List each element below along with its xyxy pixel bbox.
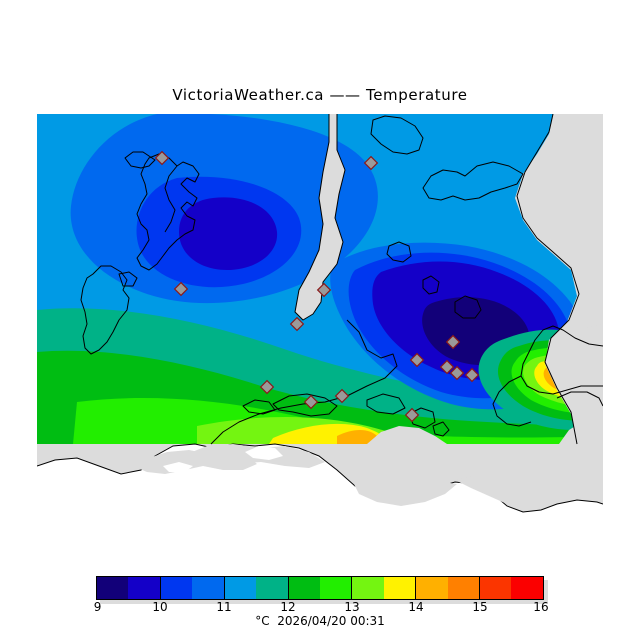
station-diamond-icon[interactable] — [449, 365, 465, 381]
east-inlet-gap — [575, 324, 603, 354]
map-panel[interactable] — [37, 114, 603, 563]
colorbar-band-1[interactable] — [128, 577, 161, 599]
coast-west-islet — [118, 271, 138, 287]
station-marker[interactable] — [173, 281, 189, 297]
colorbar-band-4[interactable] — [224, 577, 257, 599]
coast-north-bay — [370, 115, 424, 155]
station-marker[interactable] — [464, 367, 480, 383]
colorbar-band-12[interactable] — [480, 577, 512, 599]
land-mask-layer — [295, 114, 603, 444]
station-diamond-icon[interactable] — [334, 388, 350, 404]
white-landmass — [37, 444, 603, 563]
coast-islet-south-a — [242, 399, 276, 415]
coast-east-south — [556, 391, 603, 407]
station-markers-layer[interactable] — [154, 150, 480, 423]
station-diamond-icon[interactable] — [409, 352, 425, 368]
coast-inner-channel — [164, 165, 178, 233]
coast-west-island — [80, 265, 130, 355]
colorbar-tick-12: 12 — [280, 600, 296, 614]
coast-east-bay — [492, 375, 532, 427]
lower-land-layer — [37, 443, 603, 563]
colorbar-tick-16: 16 — [533, 600, 549, 614]
station-marker[interactable] — [303, 394, 319, 410]
temperature-contour-map[interactable] — [37, 114, 603, 563]
station-marker[interactable] — [363, 155, 379, 171]
coast-saanich-north — [124, 151, 156, 169]
colorbar-band-3[interactable] — [192, 577, 225, 599]
colorbar-band-11[interactable] — [447, 577, 481, 599]
coast-island-south — [210, 319, 398, 445]
station-marker[interactable] — [445, 334, 461, 350]
station-marker[interactable] — [259, 379, 275, 395]
coast-islet-south-b — [366, 393, 406, 415]
island-small-b — [454, 295, 482, 319]
coastline-layer — [80, 114, 603, 445]
colorbar-band-6[interactable] — [288, 577, 320, 599]
coast-harbour-south — [272, 393, 338, 417]
colorbar-tick-10: 10 — [152, 600, 168, 614]
colorbar[interactable] — [96, 576, 548, 604]
colorbar-band-7[interactable] — [319, 577, 353, 599]
station-diamond-icon[interactable] — [439, 359, 455, 375]
colorbar-bands[interactable] — [96, 576, 544, 600]
colorbar-band-2[interactable] — [160, 577, 193, 599]
station-marker[interactable] — [439, 359, 455, 375]
mainland-ne — [515, 114, 603, 444]
colorbar-tick-9: 9 — [93, 600, 102, 614]
colorbar-band-10[interactable] — [416, 577, 448, 599]
station-diamond-icon[interactable] — [303, 394, 319, 410]
colorbar-band-13[interactable] — [511, 577, 543, 599]
coast-east-peninsula — [520, 325, 603, 395]
island-small-a — [422, 275, 440, 295]
east-coast-gap — [559, 414, 603, 444]
island-mid-strait — [386, 241, 412, 263]
station-marker[interactable] — [409, 352, 425, 368]
colorbar-tick-13: 13 — [344, 600, 360, 614]
coast-ne-inlet — [422, 161, 524, 201]
colorbar-tick-11: 11 — [216, 600, 232, 614]
colorbar-caption: °C 2026/04/20 00:31 — [255, 614, 385, 628]
page-title: VictoriaWeather.ca —— Temperature — [172, 86, 468, 104]
station-diamond-icon[interactable] — [404, 407, 420, 423]
colorbar-band-5[interactable] — [256, 577, 289, 599]
station-marker[interactable] — [449, 365, 465, 381]
contour-core-nw — [179, 197, 278, 270]
colorbar-tick-15: 15 — [472, 600, 488, 614]
station-marker[interactable] — [289, 316, 305, 332]
colorbar-tick-14: 14 — [408, 600, 424, 614]
coast-saanich — [136, 153, 200, 271]
station-marker[interactable] — [154, 150, 170, 166]
station-diamond-icon[interactable] — [464, 367, 480, 383]
station-diamond-icon[interactable] — [363, 155, 379, 171]
station-marker[interactable] — [316, 282, 332, 298]
station-diamond-icon[interactable] — [316, 282, 332, 298]
colorbar-band-0[interactable] — [97, 577, 129, 599]
coast-strait — [294, 114, 346, 321]
inlet-far-east — [455, 476, 523, 504]
inlet-east — [353, 482, 457, 506]
station-diamond-icon[interactable] — [289, 316, 305, 332]
station-marker[interactable] — [404, 407, 420, 423]
contour-field — [37, 114, 603, 444]
colorbar-tick-labels: 9 10 11 12 13 14 15 16 — [93, 600, 549, 614]
station-diamond-icon[interactable] — [154, 150, 170, 166]
coast-ne-mainland — [516, 114, 580, 445]
coast-islet-south-c — [408, 407, 436, 429]
lake-west — [163, 462, 193, 472]
station-diamond-icon[interactable] — [173, 281, 189, 297]
station-diamond-icon[interactable] — [259, 379, 275, 395]
coast-islet-south-d — [432, 421, 450, 437]
strait-gap — [295, 114, 345, 320]
white-landmass-outline — [37, 443, 603, 513]
lake-north — [245, 446, 283, 460]
colorbar-band-8[interactable] — [352, 577, 384, 599]
station-diamond-icon[interactable] — [445, 334, 461, 350]
station-marker[interactable] — [334, 388, 350, 404]
colorbar-band-9[interactable] — [383, 577, 417, 599]
southern-shore-gap — [367, 426, 447, 444]
